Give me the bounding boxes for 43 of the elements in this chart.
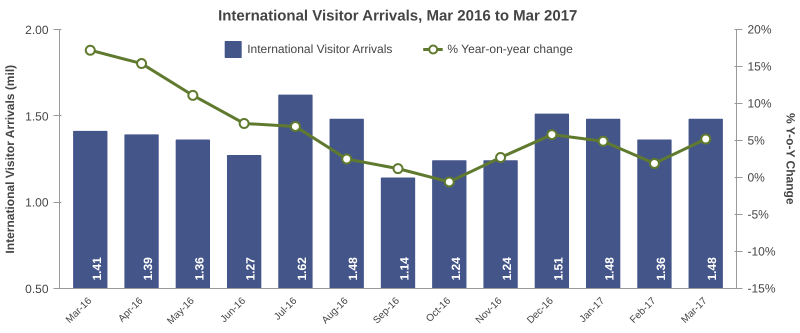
y-axis-title: International Visitor Arrivals (mil) <box>3 64 18 254</box>
legend-label: International Visitor Arrivals <box>247 42 392 56</box>
data-label: 1.48 <box>602 256 617 280</box>
y-tick-label: 1.50 <box>25 109 49 124</box>
point <box>598 136 609 147</box>
point <box>648 158 660 169</box>
y2-tick-label: 0% <box>748 170 766 184</box>
data-label: 1.41 <box>90 256 104 280</box>
data-label: 1.24 <box>500 256 514 280</box>
data-label: 1.36 <box>654 256 668 280</box>
data-label: 1.24 <box>448 256 463 280</box>
y2-tick-label: -15% <box>748 282 776 296</box>
point <box>341 154 352 164</box>
data-label: 1.36 <box>192 256 206 280</box>
y2-tick-label: 10% <box>748 96 772 110</box>
y-tick-label: 1.00 <box>25 196 49 210</box>
data-label: 1.27 <box>244 256 258 280</box>
data-label: 1.48 <box>705 256 720 280</box>
point <box>187 90 198 101</box>
y-tick-label: 2.00 <box>25 23 49 37</box>
point <box>546 129 558 140</box>
data-label: 1.48 <box>346 256 360 280</box>
chart-title: International Visitor Arrivals, Mar 2016 to Mar 2017 <box>218 8 578 24</box>
y2-tick-label: 5% <box>748 134 766 148</box>
point <box>392 163 404 174</box>
data-label: 1.14 <box>398 256 412 280</box>
point <box>290 120 301 132</box>
data-label: 1.51 <box>551 256 566 280</box>
point <box>238 118 250 129</box>
y2-tick-label: 15% <box>748 60 772 74</box>
point <box>444 176 455 188</box>
y2-tick-label: -5% <box>748 208 770 222</box>
y2-tick-label: 20% <box>748 22 772 36</box>
point <box>84 44 96 56</box>
y2-tick-label: -10% <box>748 244 776 258</box>
point <box>700 134 712 145</box>
point <box>136 58 148 70</box>
y-tick-label: 0.50 <box>25 282 49 296</box>
legend-label: % Year-on-year change <box>447 42 573 56</box>
y2-axis-title: % Y-o-Y Change <box>784 112 798 205</box>
data-label: 1.62 <box>294 256 309 280</box>
data-label: 1.39 <box>141 256 156 280</box>
point <box>495 152 506 164</box>
